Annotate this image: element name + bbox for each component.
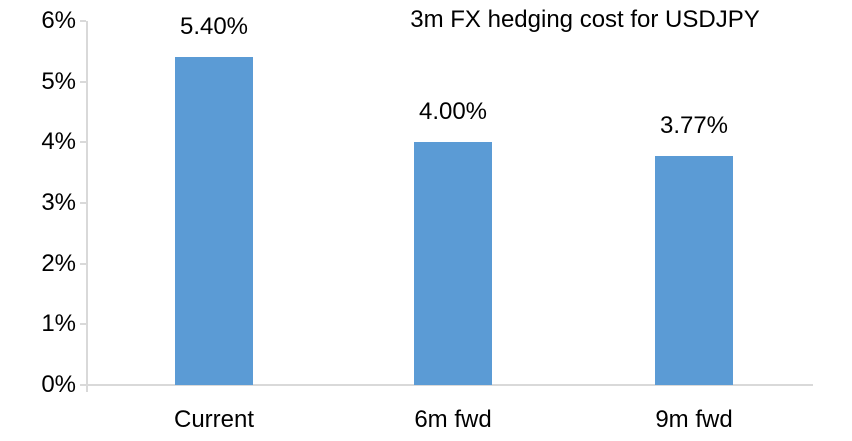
- y-axis-tick: [80, 202, 86, 204]
- y-axis-tick-label: 0%: [41, 371, 76, 398]
- category-label: 6m fwd: [414, 406, 492, 433]
- y-axis-tick-label: 5%: [41, 67, 76, 95]
- bar-value-label: 3.77%: [659, 112, 729, 140]
- bar-value-label: 5.40%: [179, 13, 249, 41]
- category-label: 9m fwd: [655, 406, 733, 433]
- chart-title: 3m FX hedging cost for USDJPY: [410, 6, 760, 33]
- y-axis-tick: [80, 20, 86, 22]
- bar: [414, 142, 492, 385]
- y-axis-tick: [80, 141, 86, 144]
- y-axis-tick-label: 6%: [41, 7, 76, 34]
- y-axis-tick-label: 1%: [41, 310, 76, 338]
- bar-value-label: 4.00%: [418, 98, 488, 126]
- y-axis-tick-label: 4%: [41, 128, 76, 156]
- bar: [175, 57, 253, 385]
- y-axis-tick: [80, 80, 86, 83]
- x-axis-line: [86, 384, 813, 386]
- y-axis-tick-label: 2%: [41, 249, 76, 277]
- y-axis-line: [86, 21, 88, 392]
- y-axis-tick: [80, 262, 86, 265]
- y-axis-tick: [80, 384, 86, 386]
- category-label: Current: [173, 406, 255, 433]
- y-axis-tick: [80, 323, 86, 326]
- bar: [655, 156, 733, 385]
- y-axis-tick-label: 3%: [41, 189, 76, 216]
